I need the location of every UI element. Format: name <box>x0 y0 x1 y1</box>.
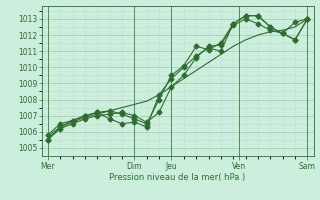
X-axis label: Pression niveau de la mer( hPa ): Pression niveau de la mer( hPa ) <box>109 173 246 182</box>
